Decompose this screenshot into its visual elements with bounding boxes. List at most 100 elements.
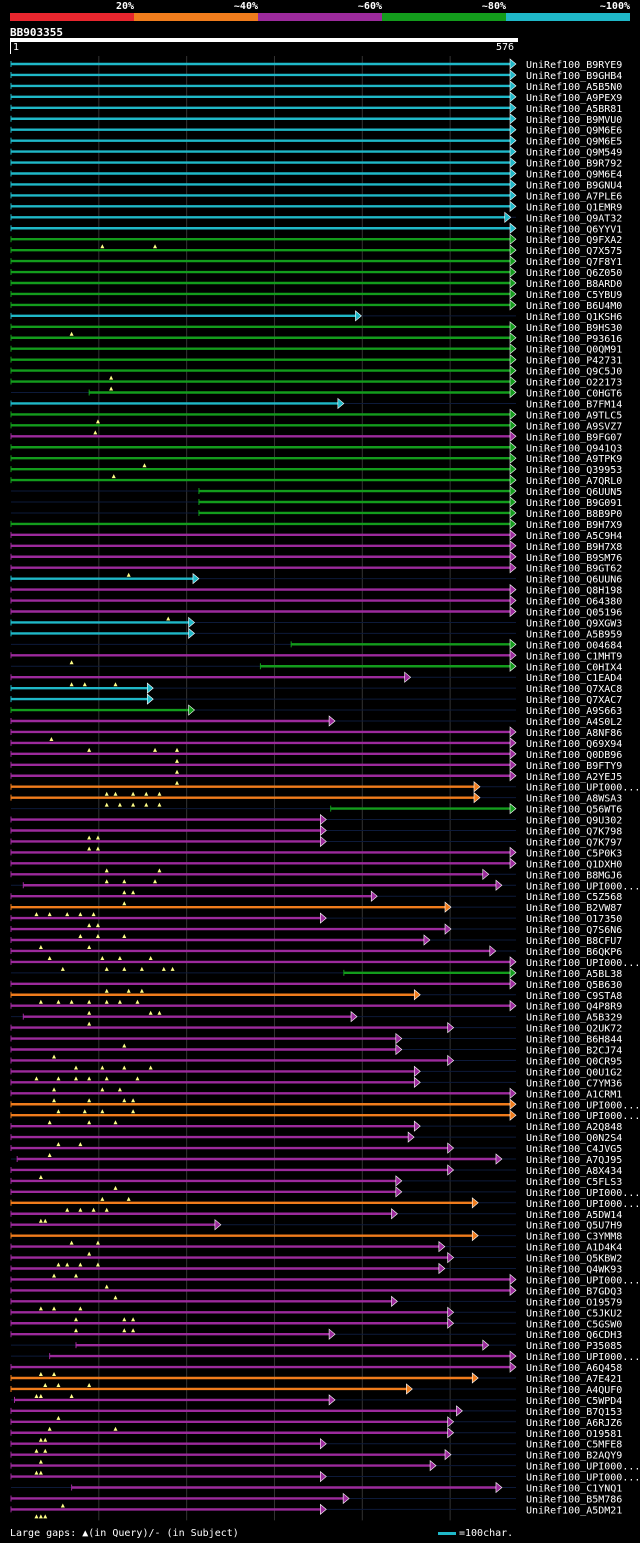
hit-row: UniRef100_Q9AT32 [10, 211, 622, 224]
gap-marker [87, 1251, 92, 1256]
hit-arrow [509, 332, 517, 344]
hit-arrow [509, 956, 517, 968]
hit-arrow [509, 244, 517, 256]
hit-arrow [509, 507, 517, 519]
gap-marker [131, 1109, 136, 1114]
gap-marker [34, 1393, 39, 1398]
gap-marker [65, 912, 70, 917]
gap-marker [122, 1043, 127, 1048]
hit-arrow [423, 934, 431, 946]
hit-arrow [471, 1197, 479, 1209]
hit-row: UniRef100_B6H844 [10, 1032, 622, 1048]
hit-arrow [447, 1251, 455, 1264]
hit-arrow [509, 551, 517, 563]
gap-marker [38, 1306, 43, 1311]
gap-marker [148, 1010, 153, 1015]
gap-marker [78, 1142, 83, 1147]
hit-row: UniRef100_UPI000... [10, 1098, 640, 1114]
gap-marker [78, 934, 83, 939]
hit-arrow [509, 343, 517, 355]
hit-label: UniRef100_A7QJ95 [526, 1155, 622, 1166]
hit-row: UniRef100_O64380 [10, 594, 622, 608]
hit-row: UniRef100_A4S0L2 [10, 715, 622, 728]
hit-arrow [509, 189, 517, 202]
gap-marker [43, 1383, 48, 1387]
hit-label: UniRef100_Q0QM91 [526, 345, 622, 356]
hit-label: UniRef100_B9G091 [526, 498, 622, 509]
gap-marker [47, 1426, 52, 1431]
hit-row: UniRef100_UPI000... [10, 1186, 640, 1201]
gap-marker [56, 1109, 61, 1114]
hit-row: UniRef100_C1EAD4 [10, 671, 622, 687]
hit-row: UniRef100_Q6CDH3 [10, 1328, 622, 1341]
hit-arrow [509, 354, 517, 366]
hit-label: UniRef100_O22173 [526, 378, 622, 389]
gap-marker [122, 966, 127, 971]
hit-arrow [509, 277, 517, 289]
hit-row: UniRef100_Q7XAC7 [10, 693, 622, 706]
hit-arrow [328, 1394, 336, 1406]
hit-label: UniRef100_UPI000... [526, 1275, 640, 1286]
hit-row: UniRef100_B2VW87 [10, 901, 622, 917]
gap-marker [95, 1262, 100, 1267]
gap-marker [73, 1328, 78, 1333]
hit-row: UniRef100_B9H7X9 [10, 518, 622, 531]
gap-marker [73, 1273, 78, 1278]
hit-label: UniRef100_B2VW87 [526, 903, 622, 914]
gap-marker [43, 1218, 48, 1223]
hit-arrow [438, 1240, 446, 1253]
gap-marker [131, 802, 136, 807]
gap-marker [122, 934, 127, 939]
gap-marker [117, 955, 122, 960]
scale-bar [438, 1531, 456, 1535]
hit-label: UniRef100_Q39953 [526, 465, 622, 476]
hit-label: UniRef100_Q9C5J0 [526, 367, 622, 378]
hit-label: UniRef100_C5Z568 [526, 892, 622, 903]
hit-label: UniRef100_A8WSA3 [526, 794, 622, 805]
gap-marker [95, 1240, 100, 1245]
hit-label: UniRef100_A5DM21 [526, 1505, 622, 1516]
hit-arrow [395, 1186, 403, 1198]
hit-label: UniRef100_Q1DXH0 [526, 859, 622, 870]
hit-arrow [509, 846, 517, 859]
hit-row: UniRef100_UPI000... [10, 1459, 640, 1475]
hit-label: UniRef100_C5GSW0 [526, 1319, 622, 1330]
hit-row: UniRef100_A8WSA3 [10, 792, 622, 807]
hit-row: UniRef100_C3YMM8 [10, 1230, 622, 1245]
hit-label: UniRef100_B8ARD0 [526, 279, 622, 290]
hit-row: UniRef100_A5BR81 [10, 102, 622, 115]
hit-label: UniRef100_B5M786 [526, 1494, 622, 1505]
hit-arrow [509, 759, 517, 771]
gap-marker [87, 945, 92, 949]
hit-label: UniRef100_Q56WT6 [526, 805, 622, 816]
hit-row: UniRef100_C4JVG5 [10, 1142, 622, 1158]
hit-label: UniRef100_A5B959 [526, 629, 622, 640]
hit-label: UniRef100_A7QRL0 [526, 476, 622, 487]
hit-row: UniRef100_UPI000... [11, 1350, 640, 1363]
gap-marker [56, 1383, 61, 1387]
gap-marker [56, 1142, 61, 1147]
hit-row: UniRef100_Q5B630 [10, 978, 622, 993]
hit-arrow [447, 1427, 455, 1439]
hit-row: UniRef100_Q7K797 [10, 835, 622, 851]
gap-marker [153, 879, 158, 884]
hit-label: UniRef100_A7PLE6 [526, 191, 622, 202]
hit-arrow [509, 485, 517, 497]
hit-label: UniRef100_Q5KBW2 [526, 1254, 622, 1265]
hit-arrow [509, 1087, 517, 1099]
gap-marker [87, 1098, 92, 1103]
hit-label: UniRef100_B9MVU0 [526, 115, 622, 126]
hit-arrow [509, 58, 517, 70]
hit-label: UniRef100_A4QUF0 [526, 1385, 622, 1396]
hit-label: UniRef100_Q0N2S4 [526, 1133, 622, 1144]
hit-label: UniRef100_Q0CR95 [526, 1056, 622, 1067]
hit-arrow [509, 233, 517, 245]
hit-arrow [509, 967, 517, 979]
hit-label: UniRef100_C7YM36 [526, 1078, 622, 1089]
hit-arrow [509, 802, 517, 815]
hit-row: UniRef100_B9FTY9 [10, 759, 622, 774]
hit-label: UniRef100_Q7XAC8 [526, 684, 622, 695]
gap-marker [56, 1076, 61, 1081]
gap-marker [78, 1207, 83, 1212]
hit-arrow [509, 737, 517, 749]
